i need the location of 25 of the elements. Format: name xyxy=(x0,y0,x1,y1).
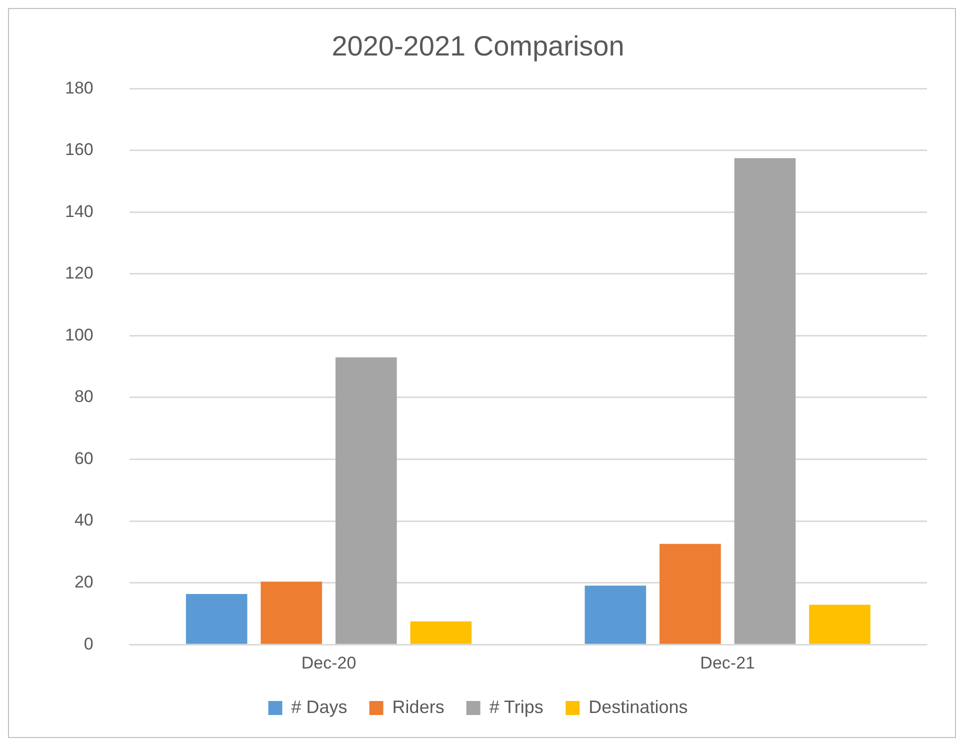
y-tick-label: 180 xyxy=(64,78,94,98)
legend-label: Riders xyxy=(392,696,444,717)
bar xyxy=(734,158,796,644)
bar xyxy=(260,582,322,644)
y-tick-label: 140 xyxy=(64,202,94,221)
x-tick-label: Dec-21 xyxy=(700,653,755,672)
y-tick-label: 160 xyxy=(64,140,94,160)
bar xyxy=(410,621,472,644)
bar xyxy=(660,544,721,644)
x-tick-label: Dec-20 xyxy=(301,653,356,672)
bar xyxy=(336,357,397,644)
y-tick-label: 80 xyxy=(74,387,94,406)
bar xyxy=(584,586,646,644)
y-tick-label: 20 xyxy=(74,572,94,592)
legend-label: # Days xyxy=(291,696,348,717)
y-tick-label: 120 xyxy=(64,264,94,283)
y-tick-label: 60 xyxy=(74,448,94,468)
y-tick-label: 100 xyxy=(64,325,94,344)
bar xyxy=(186,594,248,644)
bar xyxy=(809,604,870,644)
legend-label: # Trips xyxy=(489,696,544,717)
chart-title: 2020-2021 Comparison xyxy=(332,30,624,62)
y-tick-label: 40 xyxy=(74,510,94,530)
legend-label: Destinations xyxy=(588,696,688,717)
y-tick-label: 0 xyxy=(84,634,94,654)
